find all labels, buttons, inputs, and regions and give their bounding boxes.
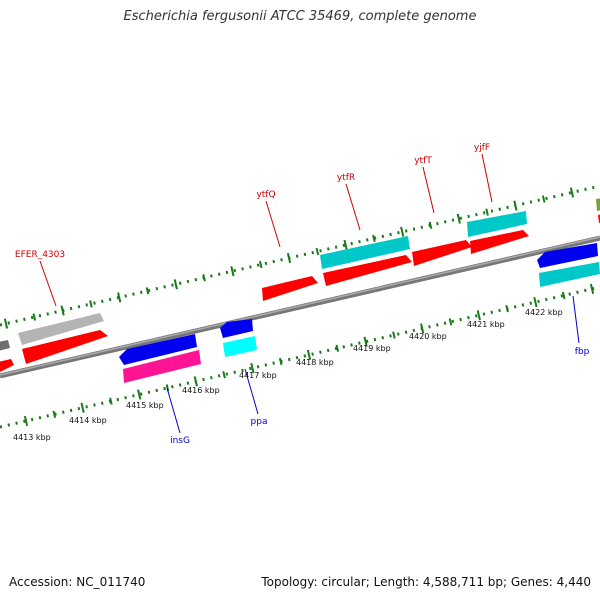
ruler-tick	[400, 226, 405, 237]
lower-ruler-ticks	[23, 283, 595, 427]
gene-feature[interactable]	[0, 340, 10, 351]
ruler-tick	[306, 349, 312, 360]
gene-feature[interactable]	[119, 334, 197, 365]
gene-feature[interactable]	[220, 319, 253, 338]
gene-feature[interactable]	[223, 336, 257, 357]
scale-label: 4415 kbp	[126, 401, 164, 410]
ruler-tick	[60, 305, 65, 316]
ruler-tick	[278, 357, 283, 366]
gene-label-fbp[interactable]: fbp	[575, 347, 590, 357]
gene-label-insg[interactable]: insG	[170, 436, 190, 446]
ruler-tick	[485, 208, 489, 216]
label-leaders	[39, 153, 580, 434]
ruler-tick	[428, 221, 433, 229]
gene-feature[interactable]	[467, 211, 527, 237]
gene-feature[interactable]	[412, 240, 472, 266]
ruler-tick	[343, 239, 348, 251]
gene-feature[interactable]	[323, 255, 412, 286]
ruler-tick	[561, 291, 566, 300]
gene-label-ytfr[interactable]: ytfR	[337, 173, 355, 183]
upper-ruler-line	[0, 184, 600, 327]
gene-feature[interactable]	[0, 359, 14, 373]
upper-ruler-ticks	[3, 187, 575, 329]
ruler-tick	[250, 363, 255, 374]
ruler-tick	[448, 318, 453, 326]
ruler-tick	[23, 415, 29, 427]
scale-label: 4413 kbp	[13, 433, 51, 442]
ruler-tick	[222, 371, 226, 379]
scale-label: 4419 kbp	[353, 344, 391, 353]
ruler-tick	[117, 292, 122, 303]
scale-label: 4414 kbp	[69, 416, 107, 425]
scale-label: 4421 kbp	[467, 320, 505, 329]
gene-label-yjff[interactable]: yjfF	[474, 143, 490, 153]
scale-label: 4417 kbp	[239, 371, 277, 380]
gene-feature[interactable]	[262, 276, 318, 301]
scale-label: 4418 kbp	[296, 358, 334, 367]
ruler-tick	[335, 344, 340, 352]
ruler-tick	[193, 376, 198, 387]
ruler-tick	[137, 389, 142, 400]
scale-label: 4416 kbp	[182, 386, 220, 395]
gene-feature[interactable]	[320, 236, 410, 269]
gene-feature[interactable]	[22, 330, 108, 364]
ruler-tick	[315, 247, 320, 256]
gene-feature[interactable]	[123, 350, 201, 383]
ruler-tick	[420, 323, 425, 334]
ruler-tick	[569, 187, 575, 198]
ruler-tick	[476, 310, 481, 321]
ruler-tick	[363, 336, 368, 347]
ruler-tick	[505, 305, 509, 313]
ruler-tick	[286, 252, 292, 264]
gene-label-ppa[interactable]: ppa	[251, 417, 268, 427]
genes	[0, 198, 600, 383]
scale-labels: 4413 kbp 4414 kbp 4415 kbp 4416 kbp 4417…	[13, 308, 563, 442]
ruler-tick	[202, 274, 206, 282]
genome-summary-text: Topology: circular; Length: 4,588,711 bp…	[261, 575, 591, 589]
ruler-tick	[109, 397, 113, 405]
gene-feature[interactable]	[537, 243, 598, 268]
gene-feature[interactable]	[596, 198, 600, 211]
ruler-tick	[80, 402, 85, 413]
gene-label-efer-4303[interactable]: EFER_4303	[15, 250, 65, 260]
genome-backbone	[0, 235, 600, 379]
gene-feature[interactable]	[539, 262, 600, 287]
gene-label-ytft[interactable]: ytfT	[414, 156, 432, 166]
scale-label: 4420 kbp	[409, 332, 447, 341]
ruler-tick	[533, 296, 538, 308]
gene-label-ytfq[interactable]: ytfQ	[256, 190, 275, 200]
ruler-tick	[89, 300, 93, 308]
ruler-tick	[173, 279, 178, 290]
ruler-tick	[456, 213, 461, 224]
lower-ruler-line	[0, 285, 600, 429]
ruler-tick	[589, 283, 595, 294]
scale-label: 4422 kbp	[525, 308, 563, 317]
map-title: Escherichia fergusonii ATCC 35469, compl…	[123, 9, 477, 24]
ruler-tick	[372, 234, 376, 243]
ruler-tick	[32, 313, 37, 321]
ruler-tick	[52, 410, 57, 418]
accession-text: Accession: NC_011740	[9, 575, 146, 589]
ruler-tick	[541, 195, 546, 203]
ruler-tick	[230, 266, 235, 277]
ruler-tick	[392, 331, 396, 339]
ruler-tick	[145, 287, 150, 295]
ruler-tick	[513, 200, 518, 211]
ruler-tick	[258, 260, 263, 269]
ruler-tick	[3, 318, 9, 329]
gene-feature[interactable]	[470, 230, 529, 254]
genome-backbone-highlight	[0, 236, 600, 376]
gene-feature[interactable]	[18, 313, 104, 345]
